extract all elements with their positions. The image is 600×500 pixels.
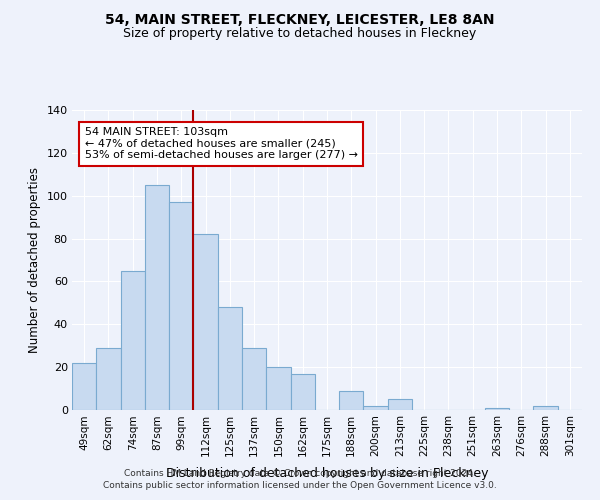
Bar [193,234,218,410]
Bar [388,400,412,410]
X-axis label: Distribution of detached houses by size in Fleckney: Distribution of detached houses by size … [166,468,488,480]
Text: Contains HM Land Registry data © Crown copyright and database right 2024.: Contains HM Land Registry data © Crown c… [124,468,476,477]
Bar [96,348,121,410]
Bar [72,363,96,410]
Bar [145,185,169,410]
Bar [290,374,315,410]
Bar [364,406,388,410]
Bar [121,270,145,410]
Bar [242,348,266,410]
Text: Size of property relative to detached houses in Fleckney: Size of property relative to detached ho… [124,28,476,40]
Bar [533,406,558,410]
Text: Contains public sector information licensed under the Open Government Licence v3: Contains public sector information licen… [103,481,497,490]
Bar [266,367,290,410]
Bar [485,408,509,410]
Bar [218,307,242,410]
Bar [169,202,193,410]
Text: 54, MAIN STREET, FLECKNEY, LEICESTER, LE8 8AN: 54, MAIN STREET, FLECKNEY, LEICESTER, LE… [105,12,495,26]
Text: 54 MAIN STREET: 103sqm
← 47% of detached houses are smaller (245)
53% of semi-de: 54 MAIN STREET: 103sqm ← 47% of detached… [85,127,358,160]
Y-axis label: Number of detached properties: Number of detached properties [28,167,41,353]
Bar [339,390,364,410]
